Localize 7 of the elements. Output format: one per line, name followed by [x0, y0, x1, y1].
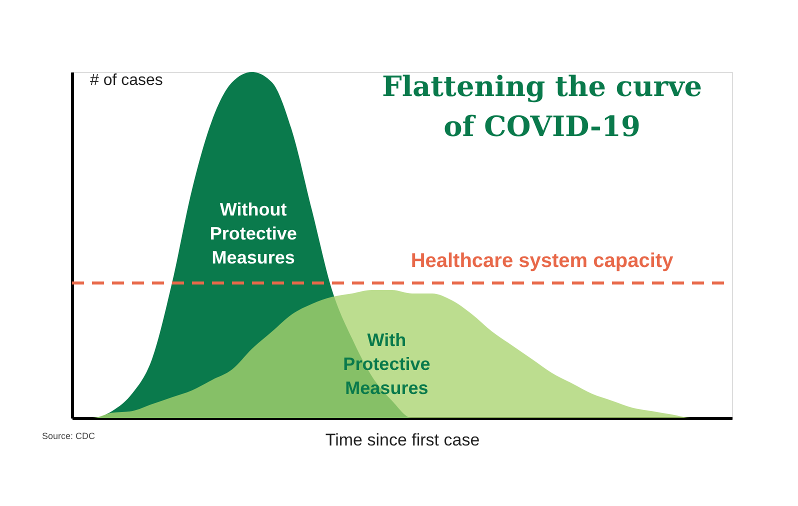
x-axis-title: Time since first case: [325, 430, 480, 450]
series-label: Without Protective Measures: [210, 199, 297, 268]
text: Flattening the curve of COVID-19: [382, 70, 702, 143]
series-label: With Protective Measures: [343, 330, 430, 398]
y-axis-title: # of cases: [90, 72, 163, 89]
source-note: Source: CDC: [42, 431, 96, 441]
ref-line-label: Healthcare system capacity: [410, 250, 674, 272]
